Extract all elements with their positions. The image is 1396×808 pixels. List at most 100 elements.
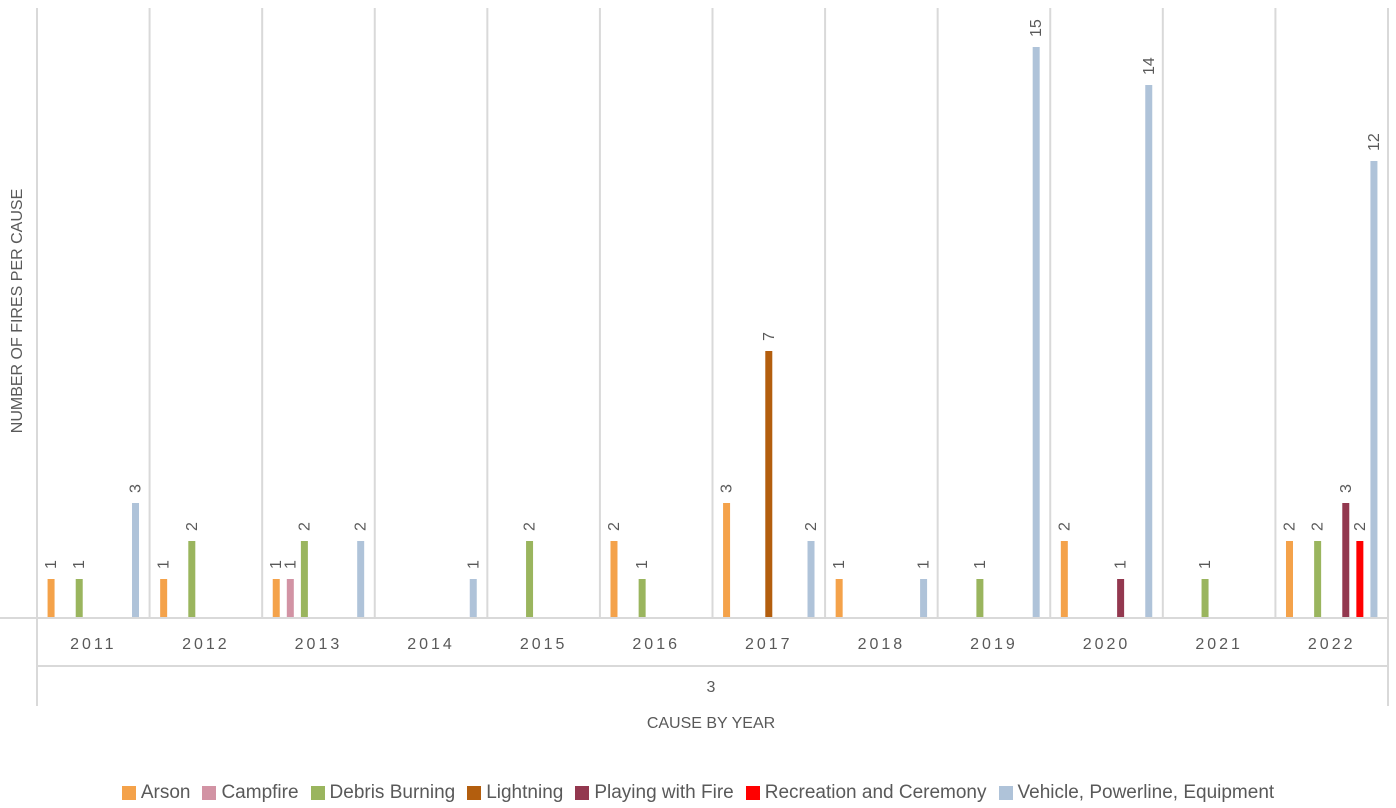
bar	[1342, 503, 1350, 617]
bar	[188, 541, 196, 617]
data-label: 2	[803, 522, 820, 531]
bar	[1145, 85, 1153, 617]
bar	[807, 541, 815, 617]
bar	[1201, 579, 1209, 617]
legend-label: Vehicle, Powerline, Equipment	[1017, 782, 1275, 803]
data-label: 1	[831, 560, 848, 569]
legend-swatch	[121, 786, 136, 800]
bar	[132, 503, 140, 617]
data-label: 1	[43, 560, 60, 569]
bar	[920, 579, 928, 617]
bar	[1285, 541, 1293, 617]
x-tick-label: 2022	[1308, 636, 1356, 653]
legend-item: Campfire	[202, 782, 299, 804]
bar	[357, 541, 365, 617]
legend-item: Debris Burning	[310, 782, 456, 804]
data-label: 15	[1028, 19, 1045, 37]
data-label: 1	[972, 560, 989, 569]
legend-item: Playing with Fire	[575, 782, 734, 804]
legend-swatch	[745, 786, 760, 800]
bar	[638, 579, 646, 617]
data-label: 3	[719, 484, 736, 493]
legend-item: Lightning	[467, 782, 563, 804]
bar	[723, 503, 731, 617]
x-tick-label: 2021	[1195, 636, 1243, 653]
bar	[160, 579, 168, 617]
bar	[835, 579, 843, 617]
data-label: 1	[916, 560, 933, 569]
bar	[286, 579, 294, 617]
bar	[1370, 161, 1378, 617]
legend-item: Recreation and Ceremony	[745, 782, 987, 804]
bar	[1356, 541, 1364, 617]
x-tick-label: 2020	[1083, 636, 1131, 653]
data-label: 3	[128, 484, 145, 493]
data-label: 2	[606, 522, 623, 531]
data-label: 12	[1366, 133, 1383, 151]
data-label: 1	[1113, 560, 1130, 569]
y-axis-title: NUMBER OF FIRES PER CAUSE	[9, 189, 26, 433]
data-label: 2	[353, 522, 370, 531]
bar	[75, 579, 83, 617]
data-label: 1	[634, 560, 651, 569]
bar	[1060, 541, 1068, 617]
legend-swatch	[467, 786, 482, 800]
x-tick-label: 2019	[970, 636, 1018, 653]
legend-swatch	[998, 786, 1013, 800]
bar	[526, 541, 534, 617]
bar	[300, 541, 308, 617]
legend-item: Arson	[121, 782, 191, 804]
bar	[1117, 579, 1125, 617]
legend-label: Arson	[140, 782, 191, 803]
data-label: 2	[1310, 522, 1327, 531]
x-axis: 2011 2012 2013 2014 2015 2016 2017 2018 2019 2020…	[0, 617, 1389, 706]
bar	[469, 579, 477, 617]
x-tick-label: 2014	[407, 636, 455, 653]
data-label: 1	[282, 560, 299, 569]
x-tick-label: 2011	[70, 636, 116, 653]
x-tick-label: 2016	[632, 636, 680, 653]
bar	[272, 579, 280, 617]
x-axis-title: CAUSE BY YEAR	[647, 715, 775, 732]
data-label: 1	[465, 560, 482, 569]
x-tick-label: 2013	[295, 636, 343, 653]
group-label: 3	[707, 679, 716, 696]
data-label: 1	[156, 560, 173, 569]
legend-swatch	[202, 786, 217, 800]
bar	[765, 351, 773, 617]
x-tick-label: 2015	[520, 636, 568, 653]
category-separators	[36, 8, 1389, 617]
data-label: 1	[71, 560, 88, 569]
data-label: 2	[184, 522, 201, 531]
data-label: 2	[296, 522, 313, 531]
x-tick-label: 2018	[858, 636, 906, 653]
bar	[976, 579, 984, 617]
legend-swatch	[310, 786, 325, 800]
bar	[610, 541, 618, 617]
data-label: 14	[1141, 57, 1158, 75]
x-tick-label: 2012	[182, 636, 230, 653]
data-label: 1	[1197, 560, 1214, 569]
data-label: 7	[761, 332, 778, 341]
data-label: 2	[1352, 522, 1369, 531]
data-label: 2	[1281, 522, 1298, 531]
legend-label: Debris Burning	[329, 782, 456, 803]
x-tick-label: 2017	[745, 636, 793, 653]
data-label: 2	[522, 522, 539, 531]
bar	[47, 579, 55, 617]
legend-swatch	[575, 786, 590, 800]
legend-label: Recreation and Ceremony	[764, 782, 987, 803]
data-label: 1	[268, 560, 285, 569]
legend-label: Lightning	[486, 782, 564, 803]
legend-item: Vehicle, Powerline, Equipment	[998, 782, 1275, 804]
data-label: 2	[1056, 522, 1073, 531]
bar	[1314, 541, 1322, 617]
bar	[1032, 47, 1040, 617]
legend-label: Playing with Fire	[594, 782, 734, 803]
data-label: 3	[1338, 484, 1355, 493]
bars	[47, 47, 1378, 617]
legend: Arson Campfire Debris Burning Lightning Play…	[0, 780, 1396, 806]
legend-label: Campfire	[221, 782, 299, 803]
